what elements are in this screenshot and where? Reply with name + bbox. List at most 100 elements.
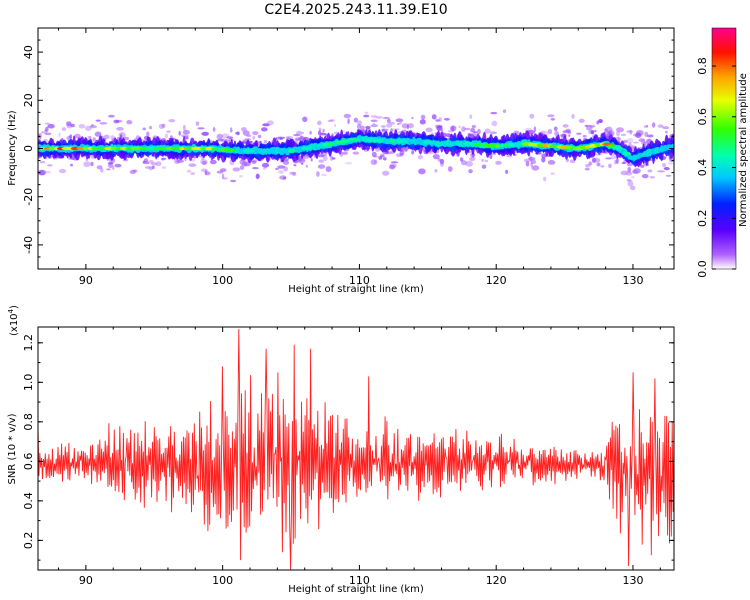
spectrogram-speck [283,160,289,165]
spectrogram-speck [528,155,533,162]
spectrogram-speck [389,164,396,170]
spectrogram-speck [370,119,378,123]
spectrogram-speck [309,130,312,135]
spectrogram-speck [562,124,569,128]
spectrogram-peak [97,146,104,151]
snr-scale-exp: 4 [7,308,15,313]
spectrogram-speck [467,132,472,137]
spectrogram-speck [596,162,601,167]
spectrogram-speck [569,159,576,164]
spectrogram-speck [44,122,51,125]
spectrogram-speck [204,171,211,176]
spectrogram-speck [373,160,377,164]
spectrogram-speck [201,160,207,165]
y-tick-label: 0.8 [22,413,35,431]
spectrogram-speck [251,160,257,164]
spectrogram-speck [370,115,378,118]
spectrogram-speck [303,157,306,163]
spectrogram-speck [219,168,227,173]
spectrogram-speck [44,132,52,136]
y-tick-label: 20 [22,93,35,107]
spectrogram-speck [88,135,92,140]
colorbar-tick-label: 0.6 [696,108,709,126]
spectrogram-speck [543,176,547,182]
spectrogram-speck [99,121,108,125]
spectrogram-speck [631,176,635,179]
spectrogram-speck [627,166,632,173]
spectrogram-speck [584,168,590,171]
spectrogram-speck [252,167,259,170]
spectrogram-speck [285,136,294,139]
spectrogram-speck [353,117,359,123]
spectrogram-speck [239,159,245,165]
spectrogram-speck [118,132,126,138]
colorbar-tick-label: 0.8 [696,57,709,75]
spectrogram-speck [527,130,536,134]
spectrogram-speck [578,118,585,123]
spectrogram-speck [47,123,55,129]
spectrogram-speck [195,121,200,126]
spectrogram-speck [370,159,378,166]
spectrogram-speck [96,165,103,170]
colorbar: 0.0 0.2 0.4 0.6 0.8 Normalized spectral ampl… [696,27,749,278]
spectrogram-speck [584,124,589,127]
spectrogram-peak [178,146,185,151]
spectrogram-speck [108,114,115,118]
y-tick-label: 0 [22,145,35,152]
colorbar-tick-label: 0.4 [696,159,709,177]
spectrogram-speck [417,154,423,160]
spectrogram-speck [571,113,575,119]
spectrogram-speck [616,127,624,133]
spectrogram-speck [662,162,667,168]
spectrogram-speck [471,125,476,129]
spectrogram-peak [326,142,334,146]
spectrogram-speck [641,174,649,179]
spectrogram-speck [232,167,241,172]
spectrogram-speck [419,119,426,125]
spectrogram-speck [582,135,587,138]
snr-scale-text: (x10 [9,313,20,336]
spectrogram-speck [298,136,306,142]
spectrogram-speck [352,151,360,155]
spectrogram-speck [41,131,44,134]
spectrogram-speck [533,126,537,132]
spectrogram-speck [627,163,633,167]
x-tick-label: 90 [79,574,93,587]
x-tick-label: 130 [622,274,643,287]
spectrogram-speck [66,121,72,127]
spectrogram-speck [629,185,636,191]
spectrogram-speck [209,159,217,165]
spectrogram-speck [69,134,73,139]
y-tick-label: -20 [22,188,35,206]
spectrogram-speck [331,157,336,160]
spectrogram-speck [212,126,216,132]
spectrogram-speck [644,131,649,137]
spectrogram-speck [184,136,189,139]
spectrogram-speck [129,169,136,175]
spectrogram-speck [529,113,535,119]
spectrogram-speck [116,126,124,131]
spectrogram-speck [38,169,46,176]
spectrogram-speck [241,127,247,132]
spectrogram-speck [261,127,268,132]
spectrogram-speck [531,165,540,171]
spectrogram-speck [390,161,399,164]
spectrogram-speck [70,163,73,167]
spectrogram-speck [649,176,655,179]
spectrogram-speck [665,130,668,134]
spectrogram-speck [317,164,326,169]
x-tick-label: 120 [486,574,507,587]
spectrogram-speck [386,123,393,128]
spectrogram-peak [622,152,632,156]
spectrogram-speck [70,123,75,128]
spectrogram-speck [284,158,289,162]
y-tick-label: 0.6 [22,453,35,471]
spectrogram-speck [235,131,240,135]
spectrogram-speck [176,159,185,163]
spectrogram-peak [301,146,311,151]
spectrogram-speck [295,138,301,141]
spectrogram-speck [160,157,165,161]
spectrogram-speck [161,123,166,128]
spectrogram-speck [279,175,287,180]
